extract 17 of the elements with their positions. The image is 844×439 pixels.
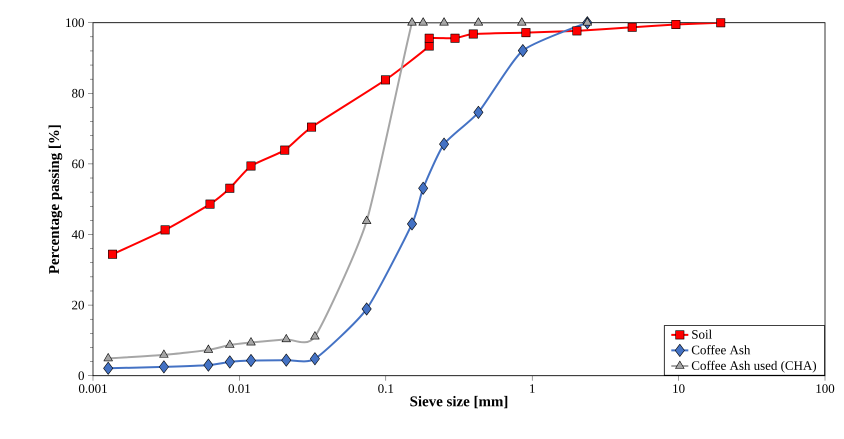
y-tick-label: 40 — [72, 230, 84, 239]
x-axis-title: Sieve size [mm] — [410, 396, 508, 408]
x-tick-label: 100 — [816, 384, 834, 393]
legend-label: Soil — [692, 330, 712, 339]
x-tick-label: 10 — [673, 384, 685, 393]
y-axis-title: Percentage passing [%] — [48, 125, 62, 274]
x-tick-label: 0.01 — [228, 384, 250, 394]
y-tick-label: 60 — [72, 160, 84, 168]
y-tick-label: 100 — [66, 18, 84, 28]
legend-label: Coffee Ash — [692, 345, 750, 354]
y-tick-label: 80 — [72, 88, 84, 98]
legend-label: Coffee Ash used (CHA) — [692, 360, 816, 373]
y-tick-label: 20 — [72, 300, 84, 310]
x-tick-label: 1 — [530, 384, 535, 393]
x-tick-label: 0.001 — [78, 384, 107, 394]
y-tick-label: 0 — [78, 371, 84, 380]
x-tick-label: 0.1 — [378, 384, 394, 394]
